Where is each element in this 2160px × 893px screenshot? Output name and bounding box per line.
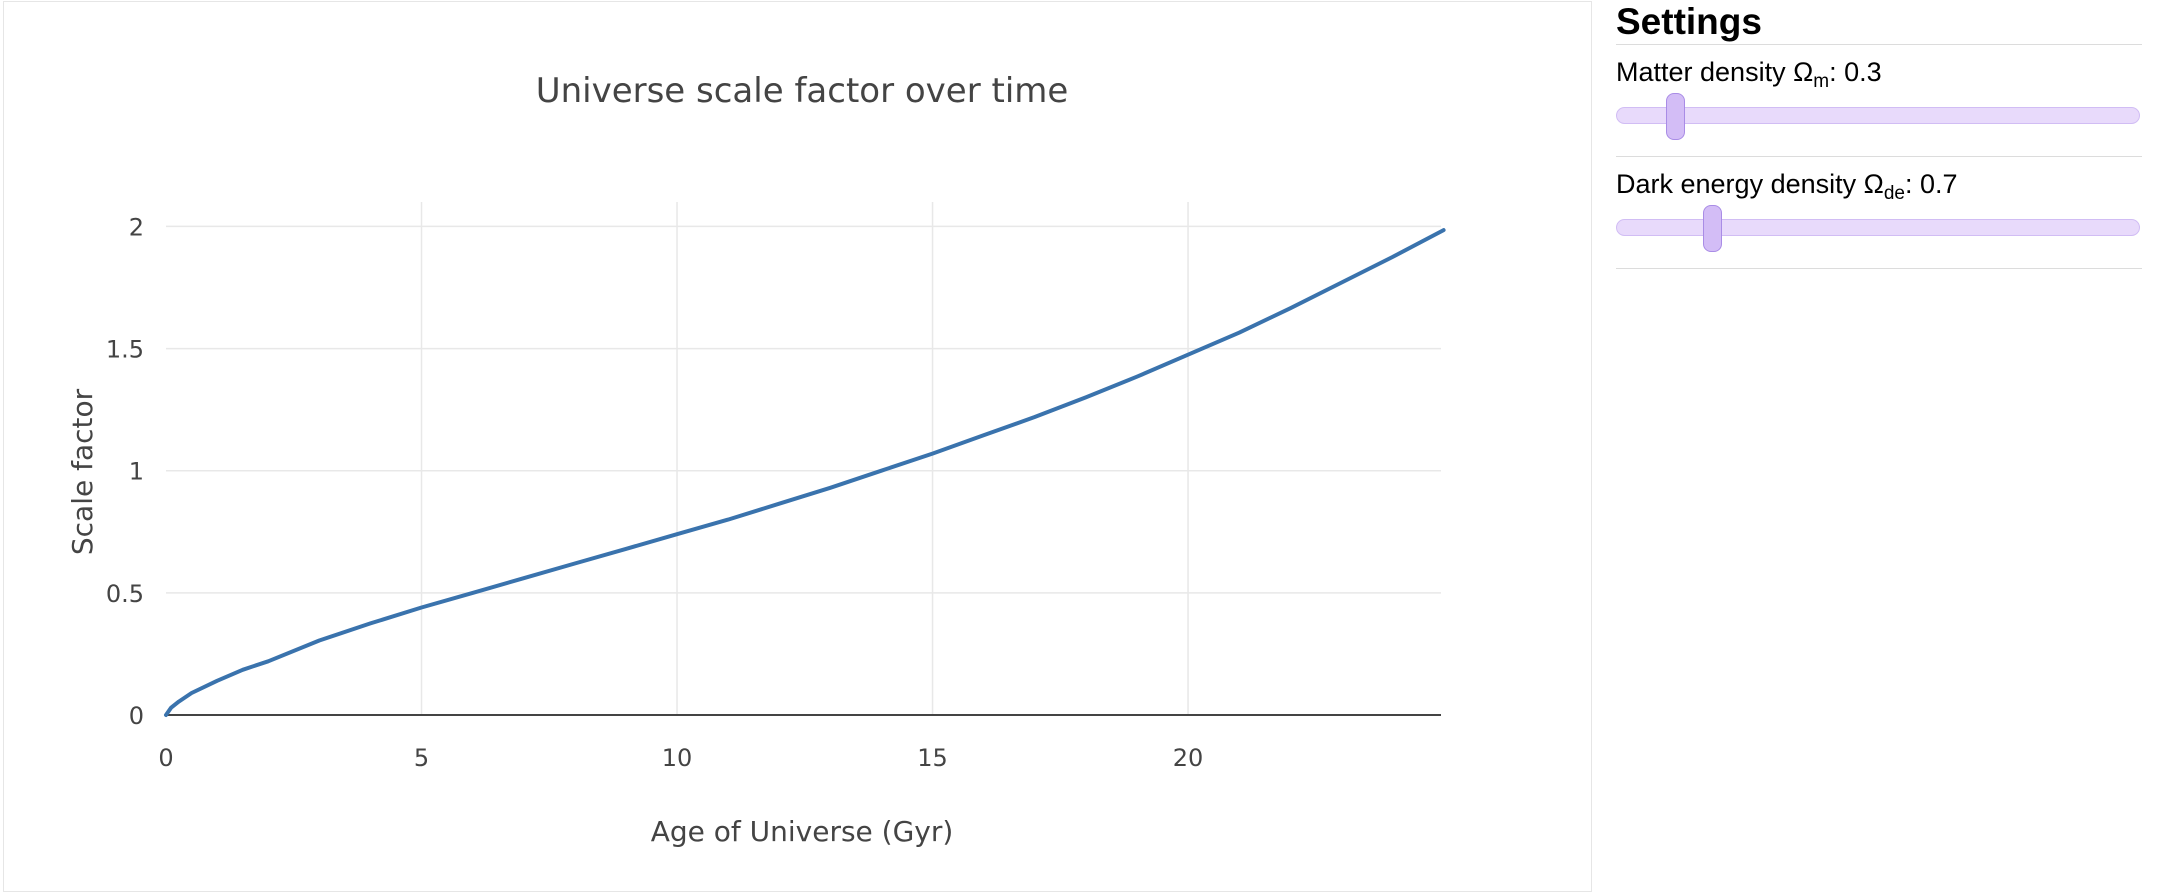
matter-density-subscript: m [1813,71,1830,92]
dark-energy-density-colon: : [1904,169,1913,199]
axes: 0 5 10 15 20 0 0.5 1 1.5 2 [106,213,1441,772]
divider [1616,268,2142,269]
dark-energy-density-subscript: de [1883,183,1905,204]
divider [1616,156,2142,157]
y-tick-label: 1.5 [106,336,144,364]
matter-density-value: 0.3 [1844,57,1882,87]
y-tick-label: 0.5 [106,580,144,608]
settings-panel: Settings Matter density Ωm: 0.3 Dark ene… [1616,0,2142,269]
y-tick-label: 1 [129,458,144,486]
matter-density-label-text: Matter density Ω [1616,57,1814,87]
y-tick-label: 0 [129,702,144,730]
y-axis-label: Scale factor [66,388,99,555]
x-tick-label: 15 [917,744,948,772]
x-tick-label: 20 [1173,744,1204,772]
scale-factor-chart: 0 5 10 15 20 0 0.5 1 1.5 2 Universe scale factor … [66,71,1446,848]
divider [1616,44,2142,45]
dark-energy-density-slider-handle[interactable] [1702,205,1722,252]
matter-density-colon: : [1829,57,1837,87]
x-tick-label: 0 [158,744,173,772]
y-tick-label: 2 [129,213,144,241]
dark-energy-density-label-text: Dark energy density Ω [1616,169,1884,199]
settings-title: Settings [1616,1,1762,42]
matter-density-slider[interactable] [1616,93,2140,140]
x-tick-label: 10 [662,744,693,772]
matter-density-control: Matter density Ωm: 0.3 [1616,45,2142,156]
matter-density-slider-handle[interactable] [1665,93,1685,140]
grid-lines [166,202,1441,715]
dark-energy-density-slider[interactable] [1616,205,2140,252]
chart-title: Universe scale factor over time [536,71,1069,111]
chart-panel: 0 5 10 15 20 0 0.5 1 1.5 2 Universe scale factor … [3,1,1592,892]
series-layer [164,228,1446,717]
dark-energy-density-value: 0.7 [1919,169,1958,199]
x-axis-label: Age of Universe (Gyr) [651,815,954,848]
scale-factor-line [164,228,1446,717]
matter-density-label: Matter density Ωm: 0.3 [1616,55,2142,93]
dark-energy-density-label: Dark energy density Ωde: 0.7 [1616,167,2142,205]
dark-energy-density-control: Dark energy density Ωde: 0.7 [1616,157,2142,268]
x-tick-label: 5 [414,744,429,772]
